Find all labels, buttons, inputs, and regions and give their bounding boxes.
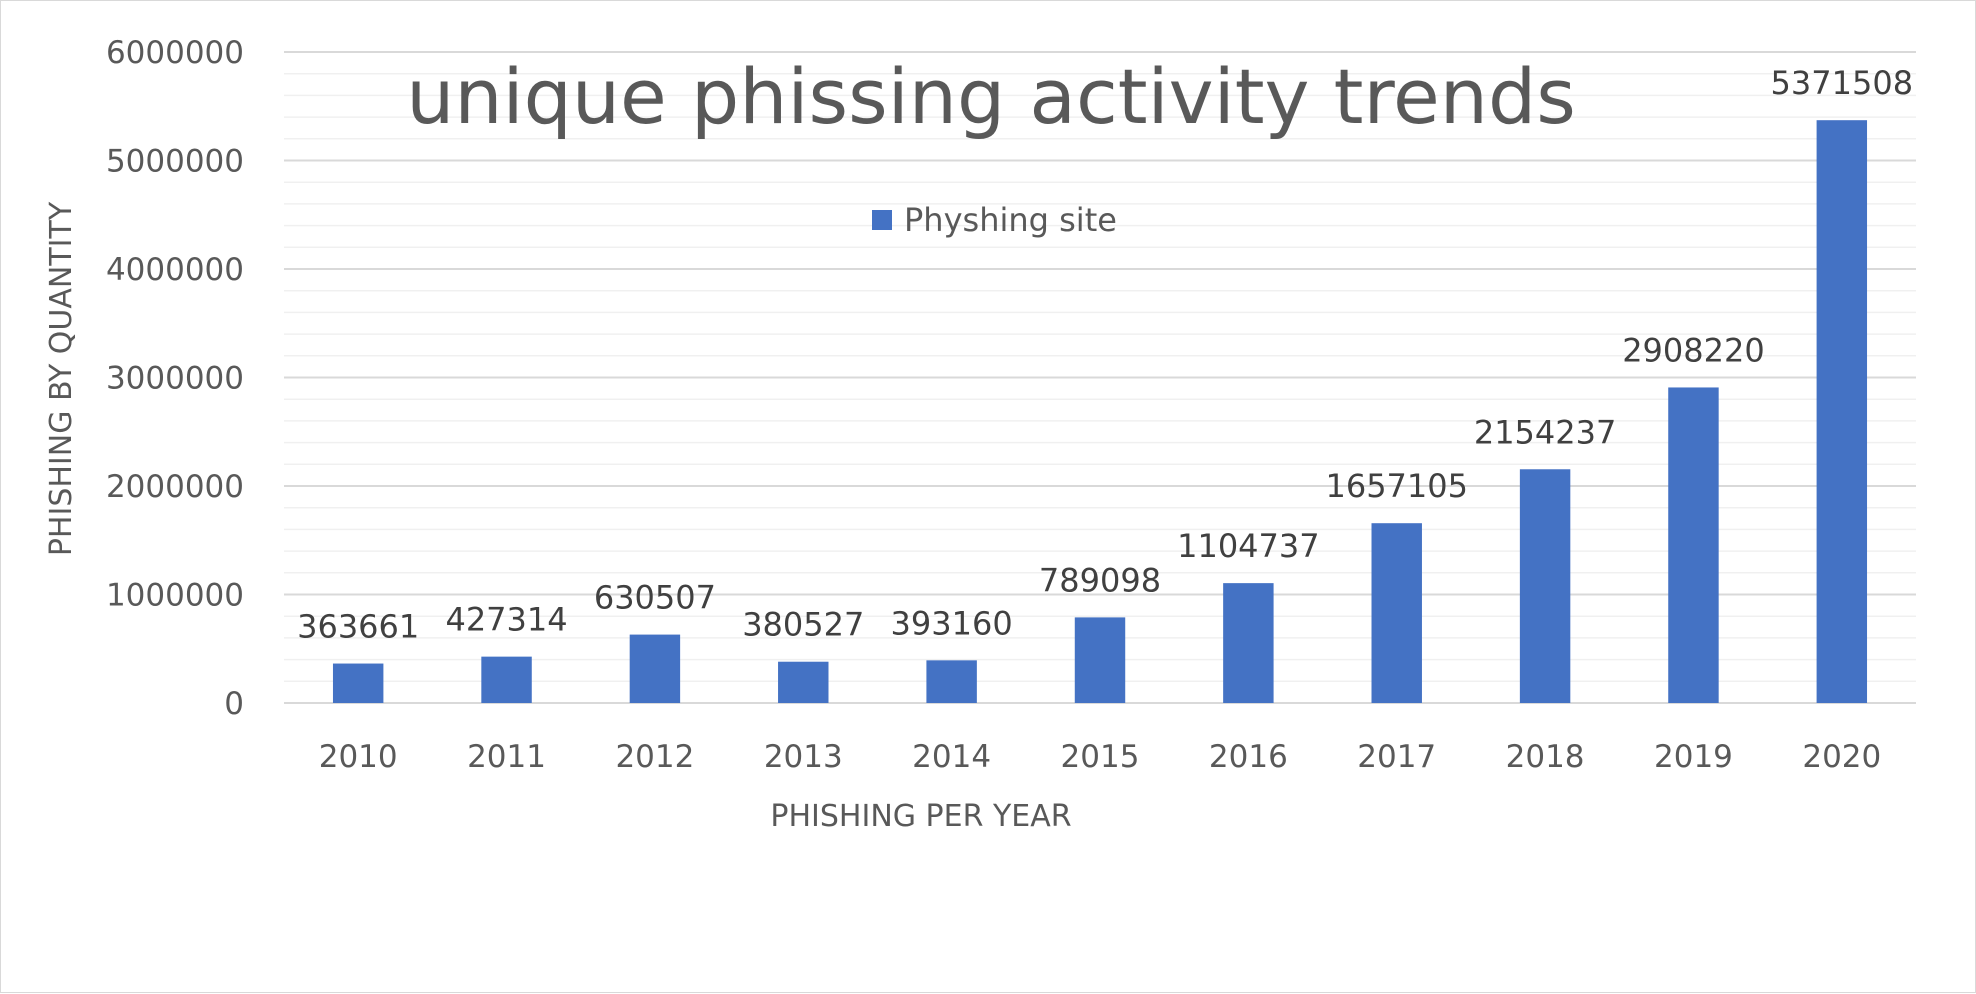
y-tick-label: 3000000 [106,361,244,397]
bar [629,634,681,703]
bar [481,656,532,703]
bar [926,660,977,703]
y-tick-label: 5000000 [106,144,244,180]
x-axis-title: PHISHING PER YEAR [770,799,1071,834]
bar [332,663,384,703]
x-tick-label: 2014 [912,739,991,775]
y-tick-label: 0 [224,686,244,722]
bar [1223,583,1274,703]
bar [1074,617,1126,703]
x-tick-label: 2018 [1506,739,1585,775]
data-label: 2908220 [1622,331,1765,369]
y-axis-ticks: 0 1000000 2000000 3000000 4000000 5000000 6000… [106,35,244,722]
data-label: 1657105 [1325,467,1468,505]
x-axis-ticks: 2010 2011 2012 2013 2014 2015 2016 2017 2018 2019… [319,739,1882,775]
data-label: 393160 [891,604,1013,642]
y-tick-label: 4000000 [106,252,244,288]
data-label: 630507 [594,579,716,617]
data-label: 789098 [1039,561,1161,599]
y-tick-label: 2000000 [106,469,244,505]
legend-label: Physhing site [904,201,1117,239]
bar [1371,523,1422,703]
legend: Physhing site [872,201,1117,239]
x-tick-label: 2013 [764,739,843,775]
data-label: 380527 [742,606,864,644]
x-tick-label: 2010 [319,739,398,775]
x-tick-label: 2011 [467,739,546,775]
bars [332,120,1868,703]
data-label: 1104737 [1177,527,1320,565]
x-tick-label: 2015 [1061,739,1140,775]
bar [778,661,829,703]
x-tick-label: 2020 [1802,739,1881,775]
data-label: 363661 [297,608,419,646]
x-tick-label: 2017 [1357,739,1436,775]
x-tick-label: 2012 [615,739,694,775]
y-tick-label: 1000000 [106,578,244,614]
bar [1816,120,1868,703]
data-label: 2154237 [1474,413,1617,451]
data-label: 427314 [445,601,567,639]
x-tick-label: 2016 [1209,739,1288,775]
chart-title: unique phissing activity trends [406,52,1576,141]
x-tick-label: 2019 [1654,739,1733,775]
y-tick-label: 6000000 [106,35,244,71]
data-label: 5371508 [1771,64,1914,102]
bar [1668,387,1719,703]
legend-swatch [872,210,892,230]
bar [1519,469,1571,703]
data-labels: 363661 427314 630507 380527 393160 789098 1104… [297,64,1913,645]
y-axis-title: PHISHING BY QUANTITY [44,201,79,556]
